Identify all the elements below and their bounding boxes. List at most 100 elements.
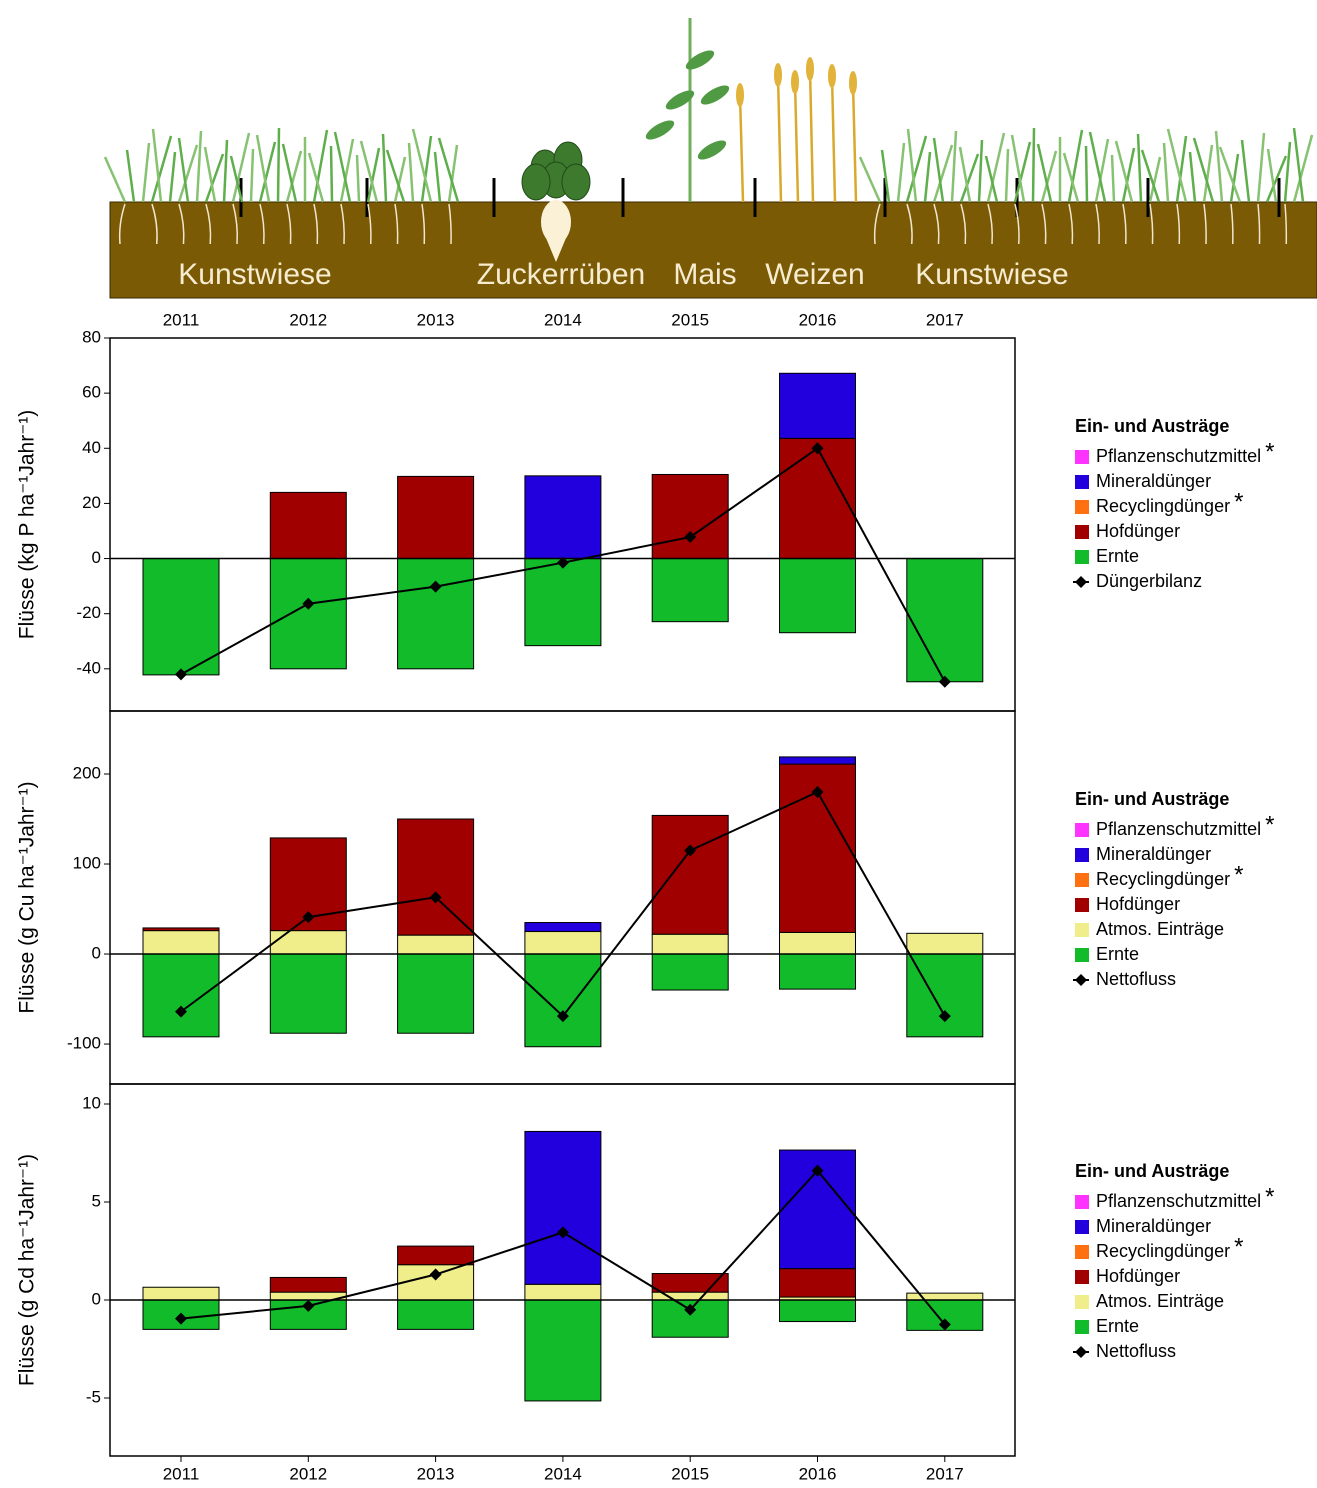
bar-segment — [525, 559, 601, 646]
legend-note: * — [1265, 1183, 1274, 1210]
bar-segment — [143, 559, 219, 675]
legend-label: Recyclingdünger — [1096, 869, 1230, 889]
bar-segment — [398, 954, 474, 1033]
legend-note: * — [1234, 488, 1243, 515]
grass-blade — [1164, 143, 1168, 202]
y-tick-label: 200 — [73, 763, 101, 782]
bar-segment — [652, 474, 728, 558]
grass-blade — [278, 128, 279, 202]
legend-marker — [1075, 576, 1087, 588]
grass-blade — [224, 140, 227, 202]
grass-blade — [383, 134, 386, 202]
x-tick-label: 2017 — [926, 310, 964, 329]
grass-blade — [1190, 152, 1195, 202]
grass-blade — [439, 138, 458, 202]
x-tick-label: 2013 — [417, 1464, 455, 1483]
grass-blade — [179, 138, 188, 202]
x-tick-label: 2016 — [799, 1464, 837, 1483]
bar-segment — [270, 559, 346, 669]
bar-segment — [907, 954, 983, 1037]
crop-label: Weizen — [765, 258, 865, 291]
wheat-stem — [832, 76, 835, 202]
maize-leaf — [663, 87, 697, 113]
bar-segment — [525, 1300, 601, 1401]
y-tick-label: -40 — [76, 658, 101, 677]
y-tick-label: 0 — [92, 548, 101, 567]
maize-leaf — [695, 137, 729, 163]
bar-segment — [652, 934, 728, 954]
grass-blade — [1216, 131, 1222, 202]
grass-blade — [409, 143, 413, 202]
y-tick-label: 100 — [73, 854, 101, 873]
legend-marker — [1075, 974, 1087, 986]
bar-segment — [907, 559, 983, 682]
x-tick-label: 2015 — [671, 1464, 709, 1483]
grass-blade — [170, 152, 175, 202]
legend-swatch — [1075, 550, 1089, 564]
grass-blade — [898, 143, 904, 202]
wheat-stem — [778, 75, 781, 202]
bar-segment — [143, 931, 219, 954]
page: Kunstwiese Zuckerrüben Mais Weizen Kunst… — [0, 0, 1317, 1488]
legend-marker — [1075, 1346, 1087, 1358]
legend-label: Recyclingdünger — [1096, 1241, 1230, 1261]
legend-label: Pflanzenschutzmittel — [1096, 1191, 1261, 1211]
maize-leaf — [683, 47, 717, 73]
x-tick-label: 2016 — [799, 310, 837, 329]
bar-segment — [525, 932, 601, 955]
legend-label: Atmos. Einträge — [1096, 1291, 1224, 1311]
legend-swatch — [1075, 1295, 1089, 1309]
grass-blade — [143, 143, 149, 202]
legend-swatch — [1075, 948, 1089, 962]
wheat-ear — [849, 71, 857, 95]
panel: -1000100200Flüsse (g Cu ha⁻¹Jahr⁻¹)Ein- … — [16, 711, 1275, 1084]
bar-segment — [398, 935, 474, 954]
grass-blade — [988, 133, 1004, 202]
y-tick-label: -100 — [67, 1034, 101, 1053]
legend-label: Pflanzenschutzmittel — [1096, 819, 1261, 839]
panel: -40-20020406080Flüsse (kg P ha⁻¹Jahr⁻¹)2… — [16, 310, 1275, 711]
wheat-stem — [795, 82, 798, 202]
grass-blade — [105, 157, 125, 202]
grass-blade — [1168, 129, 1186, 202]
grass-blade — [925, 152, 930, 202]
legend-label: Pflanzenschutzmittel — [1096, 446, 1261, 466]
beet — [541, 200, 571, 244]
grass-blade — [1033, 128, 1034, 202]
bar-segment — [780, 954, 856, 989]
y-tick-label: 0 — [92, 944, 101, 963]
y-axis-label: Flüsse (kg P ha⁻¹Jahr⁻¹) — [16, 410, 39, 640]
legend-swatch — [1075, 873, 1089, 887]
grass-blade — [1086, 146, 1087, 202]
legend-swatch — [1075, 848, 1089, 862]
grass-blade — [952, 131, 956, 202]
bar-segment — [398, 819, 474, 935]
grass-blade — [413, 129, 431, 202]
x-tick-label: 2012 — [289, 310, 327, 329]
grass-blade — [357, 155, 359, 202]
wheat-stem — [853, 83, 856, 202]
legend-label: Recyclingdünger — [1096, 496, 1230, 516]
legend-title: Ein- und Austräge — [1075, 416, 1229, 436]
bar-segment — [270, 931, 346, 954]
wheat-ear — [774, 63, 782, 87]
bar-segment — [398, 1246, 474, 1265]
y-tick-label: 10 — [82, 1093, 101, 1112]
bar-segment — [398, 1300, 474, 1329]
bar-segment — [270, 492, 346, 558]
legend-title: Ein- und Austräge — [1075, 1161, 1229, 1181]
bar-segment — [780, 757, 856, 764]
bar-segment — [398, 476, 474, 558]
grass-blade — [860, 157, 880, 202]
legend-label: Ernte — [1096, 546, 1139, 566]
y-tick-label: -20 — [76, 603, 101, 622]
legend-label: Ernte — [1096, 944, 1139, 964]
x-tick-label: 2013 — [417, 310, 455, 329]
legend-label: Mineraldünger — [1096, 471, 1211, 491]
bar-segment — [907, 1293, 983, 1300]
grass-blade — [979, 140, 982, 202]
maize-leaf — [698, 82, 732, 108]
grass-blade — [1242, 140, 1249, 202]
bar-segment — [652, 559, 728, 622]
wheat-stem — [740, 95, 743, 202]
